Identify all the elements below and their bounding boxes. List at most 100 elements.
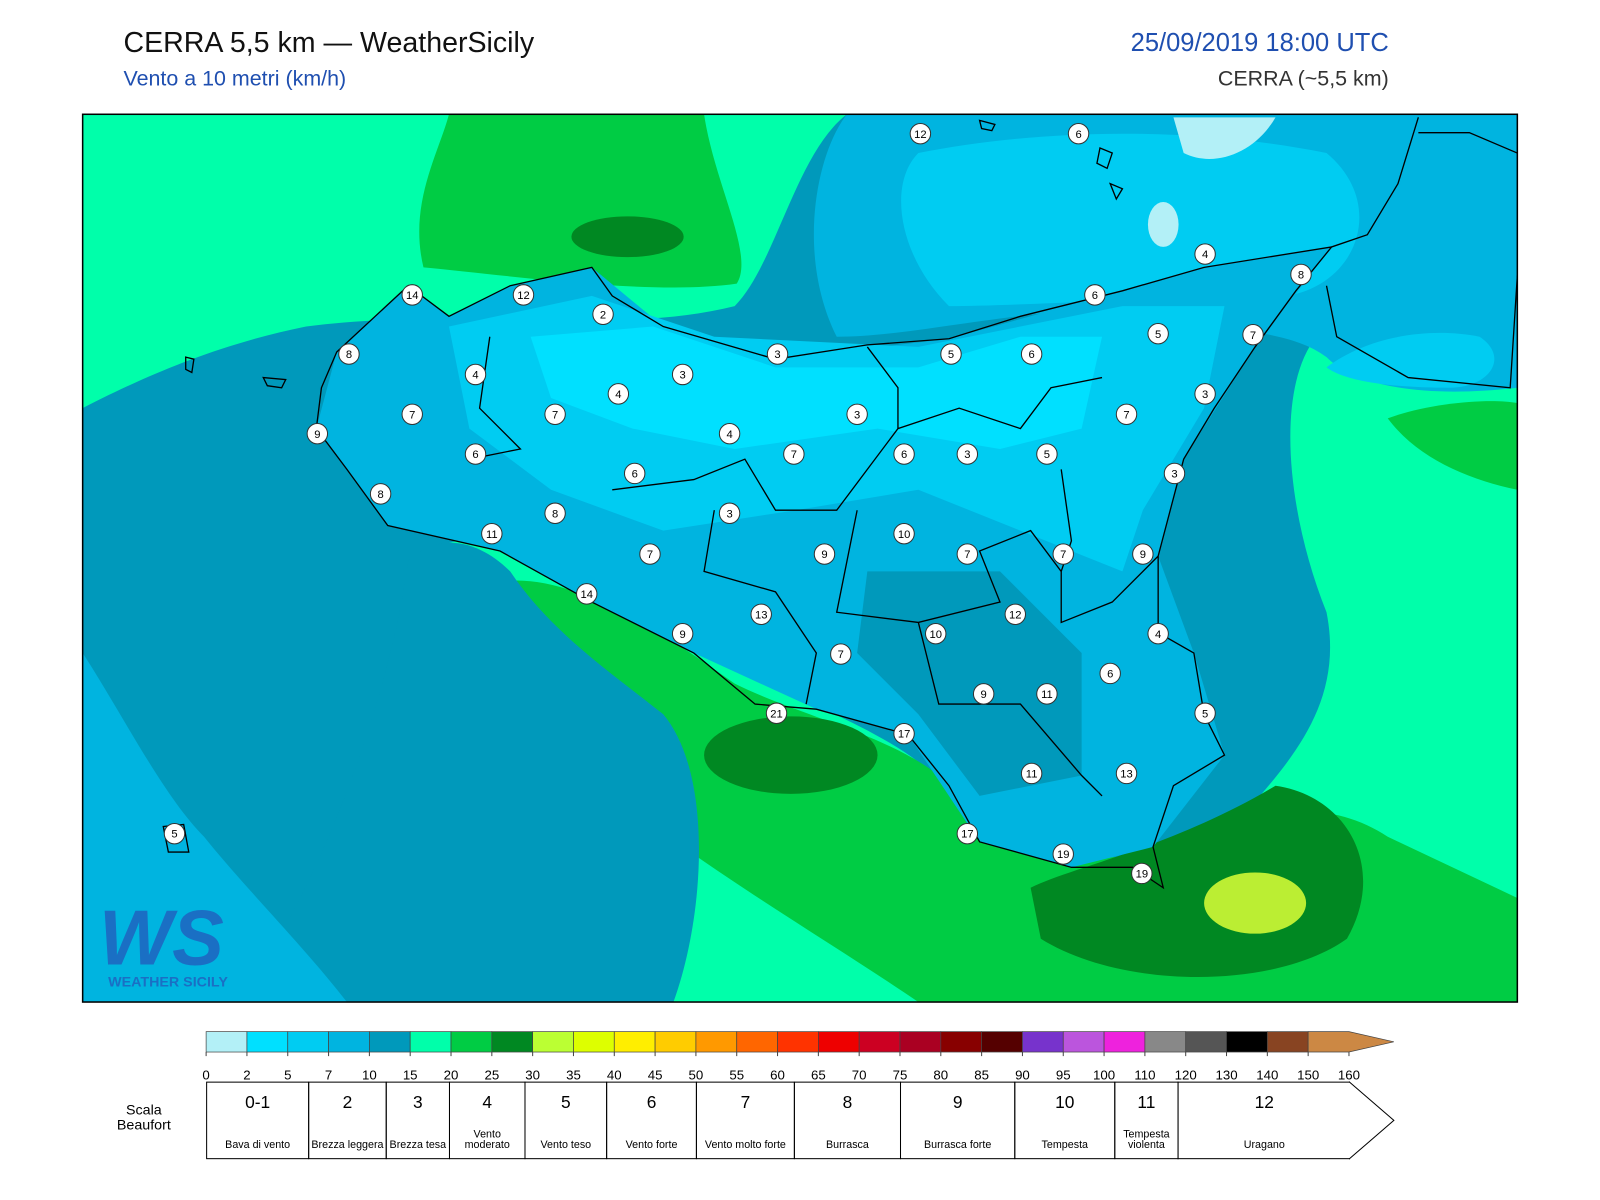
beaufort-label: Brezza tesa [389, 1138, 447, 1152]
station-value: 5 [948, 349, 954, 361]
station-value: 4 [1202, 249, 1208, 261]
colorbar-segment [573, 1031, 615, 1053]
station-marker [846, 403, 868, 425]
colorbar-tick-label: 35 [566, 1068, 581, 1083]
station-value: 6 [472, 449, 478, 461]
station-marker [639, 543, 661, 565]
colorbar-tick-label: 15 [403, 1068, 418, 1083]
colorbar-segment [1266, 1031, 1309, 1053]
colorbar-tick-label: 130 [1215, 1068, 1237, 1083]
colorbar-tick-label: 80 [933, 1068, 948, 1083]
station-value: 9 [821, 549, 827, 561]
colorbar-segment [450, 1031, 493, 1053]
colorbar-tick-label: 65 [811, 1068, 826, 1083]
station-marker [1194, 383, 1216, 405]
station-marker [1067, 122, 1090, 145]
map-frame [81, 113, 1519, 1003]
beaufort-force: 2 [342, 1092, 353, 1113]
station-marker [1036, 443, 1058, 465]
colorbar-segment [287, 1031, 329, 1053]
station-marker [909, 122, 932, 145]
station-value: 5 [1155, 329, 1161, 341]
station-marker [1163, 462, 1186, 485]
station-value: 8 [552, 508, 558, 520]
beaufort-level: 9 Burrasca forte [899, 1081, 1016, 1160]
colorbar-tick-label: 160 [1338, 1068, 1360, 1083]
station-marker [893, 722, 915, 745]
beaufort-label: Vento forte [625, 1138, 678, 1152]
beaufort-label: Vento teso [540, 1138, 592, 1152]
colorbar-tick-label: 7 [325, 1068, 332, 1083]
station-value: 7 [1123, 409, 1129, 421]
model: CERRA (~5,5 km) [1217, 67, 1389, 91]
coastline [162, 117, 1518, 890]
station-marker [1115, 762, 1138, 785]
wind-field [82, 114, 1518, 1003]
station-marker [1052, 543, 1074, 565]
station-marker [1020, 762, 1043, 785]
colorbar-tick-label: 25 [484, 1068, 499, 1083]
station-value: 7 [964, 549, 970, 561]
station-marker [464, 443, 487, 465]
station-marker [163, 822, 186, 845]
colorbar-segment [1022, 1031, 1064, 1053]
station-marker [401, 284, 423, 306]
station-marker [972, 683, 995, 705]
station-value: 4 [615, 389, 621, 401]
colorbar-tick-label: 45 [648, 1068, 663, 1083]
colorbar-tick-label: 70 [852, 1068, 867, 1083]
station-value: 9 [981, 689, 987, 701]
station-marker [544, 403, 566, 425]
colorbar-segment [1226, 1031, 1268, 1053]
colorbar-segment [246, 1031, 289, 1053]
station-value: 5 [1044, 449, 1050, 461]
station-value: 19 [1136, 869, 1148, 881]
colorbar-tick-label: 50 [689, 1068, 704, 1083]
station-value: 21 [770, 708, 782, 720]
station-value: 6 [632, 469, 638, 481]
station-marker [893, 443, 915, 465]
station-marker [1115, 403, 1138, 425]
beaufort-force: 10 [1055, 1092, 1075, 1113]
station-value: 17 [898, 729, 910, 741]
station-marker [623, 462, 646, 485]
colorbar-tick-label: 100 [1093, 1068, 1115, 1083]
station-value: 3 [774, 349, 780, 361]
station-value: 11 [1026, 769, 1038, 781]
colorbar-segment [1062, 1031, 1105, 1053]
colorbar-tick-label: 85 [974, 1068, 989, 1083]
station-marker [592, 303, 614, 325]
station-marker [481, 522, 503, 545]
station-value: 7 [552, 409, 558, 421]
station-marker [1036, 683, 1058, 705]
station-value: 12 [517, 290, 529, 302]
beaufort-force: 12 [1254, 1092, 1274, 1113]
station-marker [956, 543, 979, 565]
station-value: 4 [726, 429, 732, 441]
beaufort-level: 0-1 Bava di vento [206, 1081, 310, 1160]
station-marker [464, 363, 487, 386]
colorbar-segment [899, 1031, 942, 1053]
station-marker [1132, 543, 1154, 565]
beaufort-label: Vento moderato [464, 1128, 510, 1152]
beaufort-level: 12 Uragano [1177, 1081, 1350, 1160]
station-value: 10 [898, 529, 910, 541]
colorbar-segment [369, 1031, 411, 1053]
beaufort-level: 5 Vento teso [524, 1081, 608, 1160]
colorbar-segment [328, 1031, 370, 1053]
station-value: 8 [1298, 270, 1304, 282]
colorbar-tick-label: 75 [893, 1068, 908, 1083]
station-value: 9 [314, 429, 320, 441]
station-marker [1242, 323, 1264, 346]
station-marker [1020, 343, 1043, 365]
colorbar-tick-label: 40 [607, 1068, 622, 1083]
beaufort-label: Tempesta [1041, 1138, 1089, 1152]
station-value: 7 [791, 449, 797, 461]
beaufort-level: 7 Vento molto forte [695, 1081, 795, 1160]
beaufort-label: Vento molto forte [704, 1138, 786, 1152]
station-value: 3 [680, 370, 686, 382]
beaufort-label: Bava di vento [225, 1138, 291, 1152]
colorbar-segment [981, 1031, 1023, 1053]
station-value: 5 [171, 829, 177, 841]
